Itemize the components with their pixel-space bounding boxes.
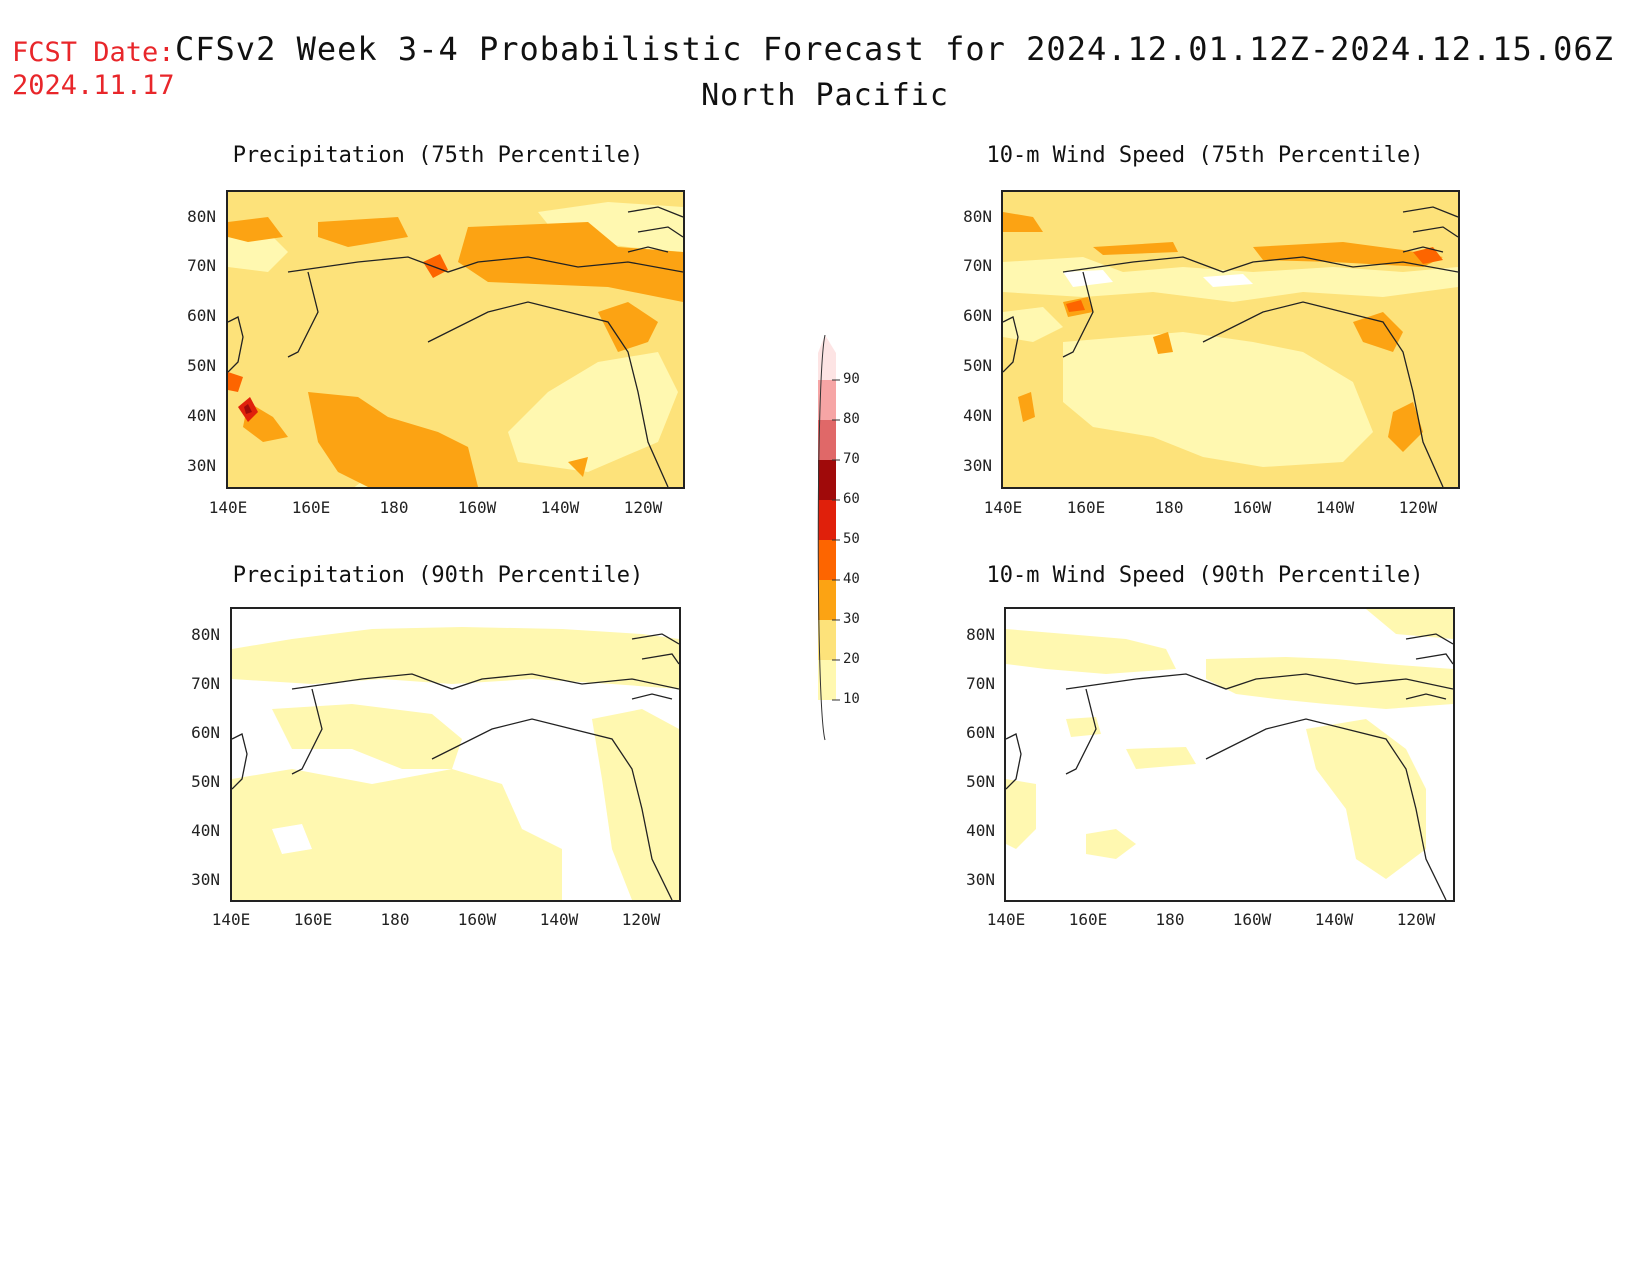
lon-label: 120W xyxy=(623,498,663,517)
map-wind-90 xyxy=(1004,607,1455,902)
lon-label: 160W xyxy=(457,910,497,929)
lon-label: 160E xyxy=(1066,498,1106,517)
lat-label: 60N xyxy=(191,723,220,742)
lon-label: 160W xyxy=(1232,910,1272,929)
colorbar-label: 50 xyxy=(843,531,860,547)
lat-label: 50N xyxy=(963,356,992,375)
map-wind-75 xyxy=(1001,190,1460,489)
lon-label: 160E xyxy=(1068,910,1108,929)
lat-label: 80N xyxy=(963,207,992,226)
lat-label: 80N xyxy=(966,625,995,644)
colorbar-label: 90 xyxy=(843,371,860,387)
lon-label: 180 xyxy=(379,498,409,517)
lon-label: 140W xyxy=(1314,910,1354,929)
colorbar-label: 70 xyxy=(843,451,860,467)
forecast-date-block: FCST Date: 2024.11.17 xyxy=(12,36,175,102)
lon-label: 140E xyxy=(983,498,1023,517)
lat-label: 40N xyxy=(187,406,216,425)
lat-label: 70N xyxy=(191,674,220,693)
lat-label: 30N xyxy=(187,456,216,475)
colorbar-label: 10 xyxy=(843,691,860,707)
map-precip-75 xyxy=(226,190,685,489)
lon-label: 160W xyxy=(1232,498,1272,517)
lon-label: 140E xyxy=(211,910,251,929)
lat-label: 70N xyxy=(187,256,216,275)
lat-label: 30N xyxy=(191,870,220,889)
lon-label: 120W xyxy=(621,910,661,929)
lat-label: 50N xyxy=(187,356,216,375)
lat-label: 80N xyxy=(187,207,216,226)
lat-label: 70N xyxy=(963,256,992,275)
lon-label: 140W xyxy=(540,498,580,517)
map-precip-90 xyxy=(230,607,681,902)
lat-label: 30N xyxy=(963,456,992,475)
colorbar xyxy=(810,334,840,745)
lat-label: 60N xyxy=(963,306,992,325)
colorbar-label: 30 xyxy=(843,611,860,627)
lat-label: 40N xyxy=(963,406,992,425)
panel-title-wind-90: 10-m Wind Speed (90th Percentile) xyxy=(986,563,1424,588)
lon-label: 180 xyxy=(1155,910,1185,929)
lat-label: 40N xyxy=(191,821,220,840)
lat-label: 70N xyxy=(966,674,995,693)
lat-label: 30N xyxy=(966,870,995,889)
lat-label: 40N xyxy=(966,821,995,840)
panel-title-precip-75: Precipitation (75th Percentile) xyxy=(232,143,644,168)
colorbar-label: 40 xyxy=(843,571,860,587)
forecast-date-value: 2024.11.17 xyxy=(12,70,175,101)
lat-label: 50N xyxy=(966,772,995,791)
colorbar-label: 80 xyxy=(843,411,860,427)
lon-label: 160E xyxy=(293,910,333,929)
lon-label: 160E xyxy=(291,498,331,517)
lon-label: 120W xyxy=(1396,910,1436,929)
lat-label: 80N xyxy=(191,625,220,644)
lon-label: 140W xyxy=(1315,498,1355,517)
lat-label: 60N xyxy=(966,723,995,742)
forecast-date-label: FCST Date: xyxy=(12,37,175,68)
lon-label: 120W xyxy=(1398,498,1438,517)
panel-title-wind-75: 10-m Wind Speed (75th Percentile) xyxy=(986,143,1424,168)
region-title: North Pacific xyxy=(701,78,949,113)
lon-label: 160W xyxy=(457,498,497,517)
panel-title-precip-90: Precipitation (90th Percentile) xyxy=(232,563,644,588)
lat-label: 50N xyxy=(191,772,220,791)
lon-label: 140W xyxy=(539,910,579,929)
lon-label: 180 xyxy=(1154,498,1184,517)
lon-label: 180 xyxy=(380,910,410,929)
page-title: CFSv2 Week 3-4 Probabilistic Forecast fo… xyxy=(175,30,1614,68)
colorbar-label: 20 xyxy=(843,651,860,667)
lon-label: 140E xyxy=(986,910,1026,929)
lat-label: 60N xyxy=(187,306,216,325)
colorbar-label: 60 xyxy=(843,491,860,507)
lon-label: 140E xyxy=(208,498,248,517)
